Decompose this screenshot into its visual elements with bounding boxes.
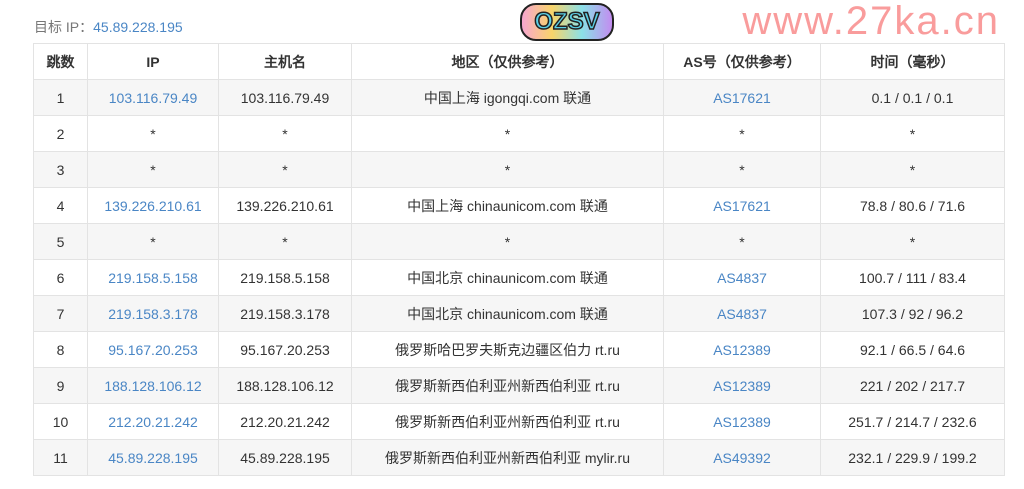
table-row: 4 139.226.210.61 139.226.210.61 中国上海 chinau… <box>33 187 1005 224</box>
region-cell: 中国上海 igongqi.com 联通 <box>351 79 664 116</box>
target-ip: 目标 IP：45.89.228.195 <box>34 17 183 37</box>
column-header: 主机名 <box>218 43 352 80</box>
header-row: 跳数 IP 主机名 地区（仅供参考） AS号（仅供参考） 时间（毫秒） <box>33 43 1005 80</box>
time-cell: 100.7 / 111 / 83.4 <box>820 259 1005 296</box>
column-header: 跳数 <box>33 43 88 80</box>
time-cell: 107.3 / 92 / 96.2 <box>820 295 1005 332</box>
table-row: 7 219.158.3.178 219.158.3.178 中国北京 chinauni… <box>33 295 1005 332</box>
as-cell[interactable]: AS12389 <box>663 331 821 368</box>
ip-cell: * <box>87 223 219 260</box>
host-cell: 95.167.20.253 <box>218 331 352 368</box>
hop-cell: 3 <box>33 151 88 188</box>
hop-cell: 8 <box>33 331 88 368</box>
column-header: 地区（仅供参考） <box>351 43 664 80</box>
hop-cell: 5 <box>33 223 88 260</box>
ip-cell[interactable]: 188.128.106.12 <box>87 367 219 404</box>
table-row: 11 45.89.228.195 45.89.228.195 俄罗斯新西伯利亚州新西伯… <box>33 439 1005 476</box>
host-cell: 188.128.106.12 <box>218 367 352 404</box>
region-cell: 俄罗斯哈巴罗夫斯克边疆区伯力 rt.ru <box>351 331 664 368</box>
region-cell: 俄罗斯新西伯利亚州新西伯利亚 rt.ru <box>351 367 664 404</box>
as-cell: * <box>663 223 821 260</box>
as-cell[interactable]: AS4837 <box>663 259 821 296</box>
sticker-logo: OZSV <box>520 3 614 41</box>
hop-cell: 2 <box>33 115 88 152</box>
hop-cell: 10 <box>33 403 88 440</box>
ip-cell[interactable]: 219.158.3.178 <box>87 295 219 332</box>
table-row: 5 * * * * * <box>33 223 1005 260</box>
time-cell: 232.1 / 229.9 / 199.2 <box>820 439 1005 476</box>
region-cell: * <box>351 115 664 152</box>
hop-cell: 11 <box>33 439 88 476</box>
region-cell: 中国北京 chinaunicom.com 联通 <box>351 295 664 332</box>
table-row: 1 103.116.79.49 103.116.79.49 中国上海 igongqi.… <box>33 79 1005 116</box>
target-ip-value: 45.89.228.195 <box>93 19 183 35</box>
ip-cell[interactable]: 45.89.228.195 <box>87 439 219 476</box>
ip-cell[interactable]: 103.116.79.49 <box>87 79 219 116</box>
time-cell: 221 / 202 / 217.7 <box>820 367 1005 404</box>
table-row: 6 219.158.5.158 219.158.5.158 中国北京 chinauni… <box>33 259 1005 296</box>
host-cell: 219.158.3.178 <box>218 295 352 332</box>
region-cell: 中国上海 chinaunicom.com 联通 <box>351 187 664 224</box>
time-cell: * <box>820 151 1005 188</box>
column-header: IP <box>87 43 219 80</box>
sticker-logo-text: OZSV <box>534 7 601 36</box>
time-cell: * <box>820 115 1005 152</box>
hop-cell: 1 <box>33 79 88 116</box>
host-cell: * <box>218 151 352 188</box>
target-ip-label: 目标 IP： <box>34 19 94 35</box>
column-header: AS号（仅供参考） <box>663 43 821 80</box>
as-cell[interactable]: AS12389 <box>663 403 821 440</box>
host-cell: * <box>218 115 352 152</box>
traceroute-table: 跳数 IP 主机名 地区（仅供参考） AS号（仅供参考） 时间（毫秒） 1 103.116.… <box>33 43 1005 476</box>
host-cell: 45.89.228.195 <box>218 439 352 476</box>
as-cell: * <box>663 115 821 152</box>
hop-cell: 7 <box>33 295 88 332</box>
host-cell: * <box>218 223 352 260</box>
ip-cell: * <box>87 115 219 152</box>
host-cell: 219.158.5.158 <box>218 259 352 296</box>
ip-cell[interactable]: 219.158.5.158 <box>87 259 219 296</box>
time-cell: 92.1 / 66.5 / 64.6 <box>820 331 1005 368</box>
table-row: 9 188.128.106.12 188.128.106.12 俄罗斯新西伯利亚州新西… <box>33 367 1005 404</box>
table-row: 3 * * * * * <box>33 151 1005 188</box>
ip-cell[interactable]: 95.167.20.253 <box>87 331 219 368</box>
as-cell[interactable]: AS49392 <box>663 439 821 476</box>
ip-cell: * <box>87 151 219 188</box>
time-cell: 78.8 / 80.6 / 71.6 <box>820 187 1005 224</box>
table-row: 8 95.167.20.253 95.167.20.253 俄罗斯哈巴罗夫斯克边疆区伯… <box>33 331 1005 368</box>
region-cell: 俄罗斯新西伯利亚州新西伯利亚 rt.ru <box>351 403 664 440</box>
time-cell: * <box>820 223 1005 260</box>
column-header: 时间（毫秒） <box>820 43 1005 80</box>
table-row: 2 * * * * * <box>33 115 1005 152</box>
hop-cell: 6 <box>33 259 88 296</box>
as-cell[interactable]: AS4837 <box>663 295 821 332</box>
region-cell: * <box>351 151 664 188</box>
as-cell[interactable]: AS12389 <box>663 367 821 404</box>
host-cell: 139.226.210.61 <box>218 187 352 224</box>
as-cell[interactable]: AS17621 <box>663 187 821 224</box>
ip-cell[interactable]: 139.226.210.61 <box>87 187 219 224</box>
time-cell: 251.7 / 214.7 / 232.6 <box>820 403 1005 440</box>
table-row: 10 212.20.21.242 212.20.21.242 俄罗斯新西伯利亚州新西伯… <box>33 403 1005 440</box>
region-cell: 俄罗斯新西伯利亚州新西伯利亚 mylir.ru <box>351 439 664 476</box>
table-body: 1 103.116.79.49 103.116.79.49 中国上海 igongqi.… <box>33 79 1005 476</box>
watermark: www.27ka.cn <box>742 0 1000 43</box>
region-cell: 中国北京 chinaunicom.com 联通 <box>351 259 664 296</box>
as-cell: * <box>663 151 821 188</box>
as-cell[interactable]: AS17621 <box>663 79 821 116</box>
region-cell: * <box>351 223 664 260</box>
time-cell: 0.1 / 0.1 / 0.1 <box>820 79 1005 116</box>
host-cell: 103.116.79.49 <box>218 79 352 116</box>
ip-cell[interactable]: 212.20.21.242 <box>87 403 219 440</box>
hop-cell: 4 <box>33 187 88 224</box>
hop-cell: 9 <box>33 367 88 404</box>
host-cell: 212.20.21.242 <box>218 403 352 440</box>
